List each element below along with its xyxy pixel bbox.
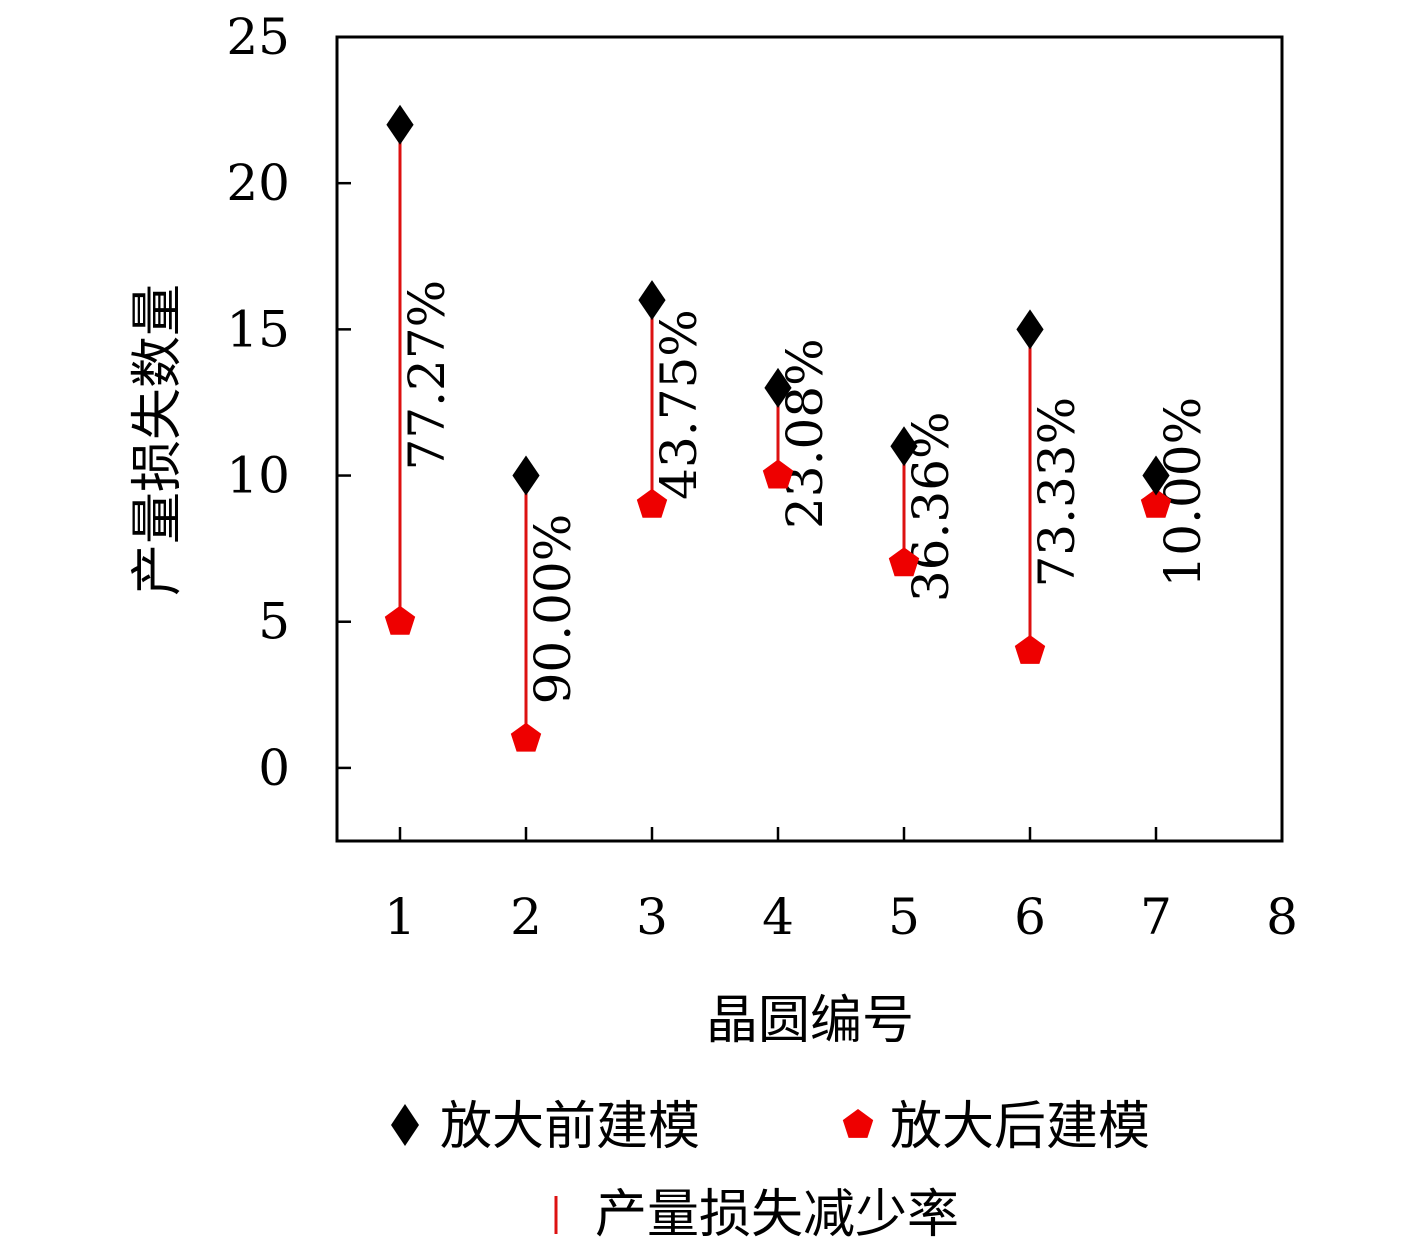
y-tick-label: 20 [226,154,290,212]
x-axis: 1 2 3 4 5 6 7 8 [384,827,1298,946]
before-marker [890,426,918,467]
legend: 放大前建模 放大后建模 产量损失减少率 [391,1097,1150,1245]
x-tick-label: 3 [636,888,668,946]
before-marker [512,455,540,496]
y-tick-label: 5 [258,593,290,651]
legend-label-after: 放大后建模 [890,1097,1150,1157]
reduction-label: 10.00% [1154,397,1212,588]
y-tick-label: 25 [226,8,290,66]
reduction-label: 23.08% [776,338,834,529]
after-marker [888,547,920,577]
after-marker [636,488,668,518]
x-axis-title: 晶圆编号 [706,991,914,1051]
x-tick-label: 6 [1014,888,1046,946]
before-marker [386,104,414,145]
x-tick-label: 4 [762,888,794,946]
x-tick-label: 7 [1140,888,1172,946]
x-tick-label: 8 [1266,888,1298,946]
data-markers [384,104,1172,752]
reduction-labels: 77.27%90.00%43.75% 23.08% 36.36% 73.33% 10.0… [398,280,1212,705]
legend-label-before: 放大前建模 [440,1097,700,1157]
reduction-label: 77.27% [398,280,456,471]
y-tick-label: 15 [226,300,290,358]
reduction-label: 73.33% [1028,397,1086,588]
reduction-label: 90.00% [524,514,582,705]
plot-frame [335,35,1284,843]
x-tick-label: 2 [510,888,542,946]
y-tick-label: 0 [258,739,290,797]
after-marker [384,605,416,635]
y-tick-label: 10 [226,447,290,505]
after-marker [1140,488,1172,518]
after-marker [510,722,542,752]
after-marker [1014,635,1046,664]
before-marker [764,367,792,408]
legend-marker-before [391,1104,419,1146]
reduction-label: 43.75% [650,309,708,500]
plot-area [335,35,1284,843]
x-tick-label: 5 [888,888,920,946]
before-marker [638,280,666,321]
y-axis-title: 产量损失数量 [128,284,188,596]
before-marker [1142,455,1170,496]
y-axis: 0 5 10 15 20 25 [226,8,351,797]
legend-label-reduction: 产量损失减少率 [595,1185,959,1245]
before-marker [1016,309,1044,350]
after-marker [762,459,794,489]
legend-marker-after [842,1109,874,1138]
x-tick-label: 1 [384,888,416,946]
